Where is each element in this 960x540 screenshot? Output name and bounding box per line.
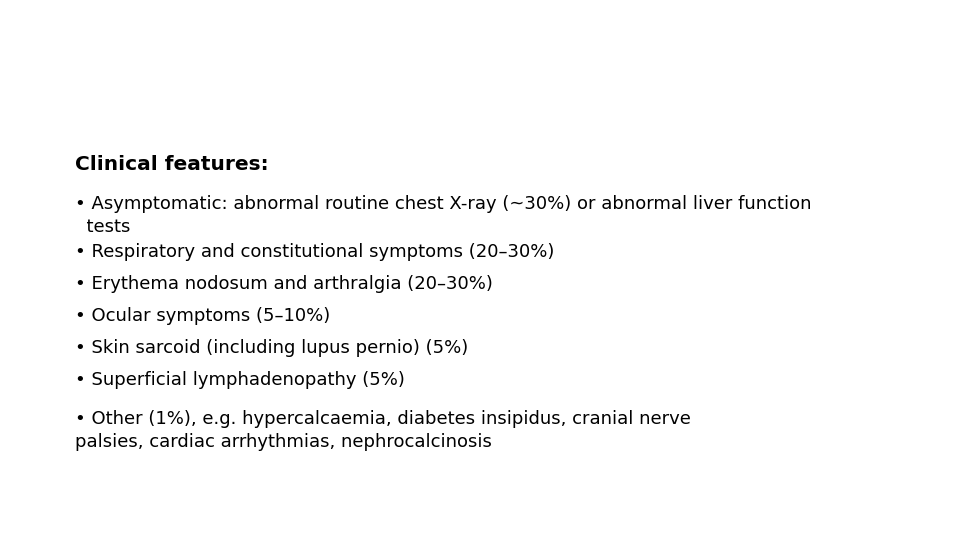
Text: • Other (1%), e.g. hypercalcaemia, diabetes insipidus, cranial nerve
palsies, ca: • Other (1%), e.g. hypercalcaemia, diabe… bbox=[75, 410, 691, 451]
Text: Clinical features:: Clinical features: bbox=[75, 155, 269, 174]
Text: • Respiratory and constitutional symptoms (20–30%): • Respiratory and constitutional symptom… bbox=[75, 243, 554, 261]
Text: • Superficial lymphadenopathy (5%): • Superficial lymphadenopathy (5%) bbox=[75, 371, 405, 389]
Text: • Asymptomatic: abnormal routine chest X-ray (~30%) or abnormal liver function
 : • Asymptomatic: abnormal routine chest X… bbox=[75, 195, 811, 236]
Text: • Erythema nodosum and arthralgia (20–30%): • Erythema nodosum and arthralgia (20–30… bbox=[75, 275, 492, 293]
Text: • Ocular symptoms (5–10%): • Ocular symptoms (5–10%) bbox=[75, 307, 330, 325]
Text: • Skin sarcoid (including lupus pernio) (5%): • Skin sarcoid (including lupus pernio) … bbox=[75, 339, 468, 357]
